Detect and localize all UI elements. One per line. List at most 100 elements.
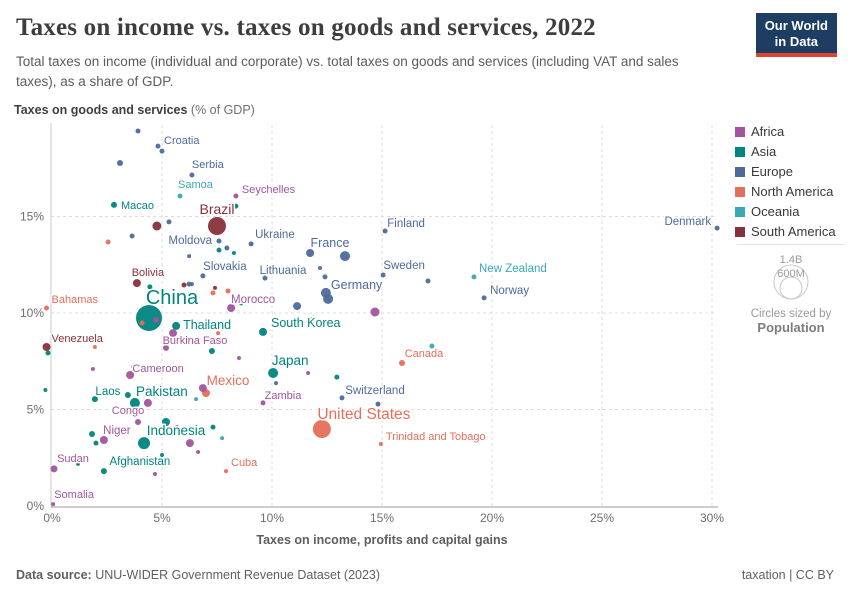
country-label[interactable]: South Korea — [270, 314, 343, 331]
country-label[interactable]: Macao — [120, 198, 156, 213]
legend-item-asia[interactable]: Asia — [735, 144, 836, 159]
country-label[interactable]: Samoa — [177, 178, 216, 193]
data-point-switzerland[interactable] — [339, 395, 345, 401]
data-point-norway[interactable] — [481, 295, 487, 301]
data-point[interactable] — [175, 425, 179, 430]
country-label[interactable]: Japan — [270, 352, 310, 370]
data-point[interactable] — [187, 254, 192, 259]
data-point[interactable] — [274, 381, 278, 386]
data-point-cuba[interactable] — [224, 469, 228, 474]
country-label[interactable]: Pakistan — [135, 382, 190, 400]
legend-item-north-america[interactable]: North America — [735, 184, 836, 199]
country-label[interactable]: China — [144, 286, 200, 311]
country-label[interactable]: Cuba — [230, 456, 260, 471]
country-label[interactable]: New Zealand — [478, 261, 549, 276]
data-point[interactable] — [92, 345, 97, 349]
data-point-moldova[interactable] — [216, 238, 222, 244]
data-point[interactable] — [124, 392, 131, 398]
legend-item-europe[interactable]: Europe — [735, 164, 836, 179]
data-point[interactable] — [210, 424, 216, 430]
country-label[interactable]: Slovakia — [202, 259, 249, 274]
country-label[interactable]: Afghanistan — [108, 455, 172, 470]
data-point-indonesia[interactable] — [138, 437, 150, 450]
data-point[interactable] — [308, 317, 313, 321]
country-label[interactable]: Brazil — [198, 200, 236, 219]
data-point-lithuania[interactable] — [262, 275, 268, 281]
data-point[interactable] — [153, 316, 160, 323]
license-note[interactable]: taxation | CC BY — [741, 568, 834, 582]
country-label[interactable]: Finland — [386, 217, 427, 232]
data-point[interactable] — [194, 397, 199, 402]
owid-logo[interactable]: Our World in Data — [755, 13, 837, 58]
data-point[interactable] — [152, 221, 162, 231]
data-point[interactable] — [163, 391, 168, 396]
data-point[interactable] — [224, 245, 230, 251]
data-point[interactable] — [225, 288, 231, 294]
legend-item-oceania[interactable]: Oceania — [735, 204, 836, 219]
country-label[interactable]: Congo — [110, 404, 145, 419]
country-label[interactable]: Mexico — [205, 372, 251, 390]
data-point-samoa[interactable] — [177, 193, 183, 199]
data-point-macao[interactable] — [111, 201, 117, 208]
country-label[interactable]: Somalia — [53, 488, 97, 503]
data-point[interactable] — [198, 384, 207, 393]
country-label[interactable]: Bahamas — [50, 293, 100, 308]
country-label[interactable]: Germany — [329, 276, 384, 293]
data-point-new-zealand[interactable] — [471, 274, 477, 280]
data-point[interactable] — [429, 343, 435, 349]
data-point[interactable] — [318, 266, 322, 270]
data-point[interactable] — [76, 461, 80, 466]
country-label[interactable]: Lithuania — [258, 264, 308, 279]
legend-item-south-america[interactable]: South America — [735, 224, 836, 239]
data-point[interactable] — [160, 453, 164, 457]
data-point[interactable] — [129, 233, 135, 239]
country-label[interactable]: Burkina Faso — [161, 333, 229, 348]
country-label[interactable]: Sudan — [56, 451, 91, 466]
data-point[interactable] — [220, 436, 225, 441]
data-point[interactable] — [213, 285, 217, 290]
data-point[interactable] — [90, 367, 95, 371]
country-label[interactable]: Ukraine — [254, 227, 297, 242]
data-point[interactable] — [370, 307, 380, 317]
data-point-pakistan[interactable] — [129, 397, 140, 408]
data-point[interactable] — [166, 219, 172, 225]
data-point-south-korea[interactable] — [259, 327, 267, 336]
data-point-japan[interactable] — [268, 368, 279, 378]
data-point[interactable] — [216, 247, 222, 253]
country-label[interactable]: France — [309, 235, 351, 252]
data-point-cameroon[interactable] — [126, 371, 135, 379]
country-label[interactable]: Switzerland — [344, 383, 406, 398]
data-point[interactable] — [159, 148, 165, 154]
country-label[interactable]: Moldova — [167, 234, 214, 249]
data-point-niger[interactable] — [99, 436, 108, 444]
country-label[interactable]: Niger — [102, 424, 133, 439]
data-point-seychelles[interactable] — [233, 193, 239, 199]
data-point-bolivia[interactable] — [132, 279, 141, 288]
data-point[interactable] — [334, 374, 340, 380]
data-point[interactable] — [43, 388, 48, 392]
data-point-bahamas[interactable] — [44, 305, 49, 311]
data-point[interactable] — [143, 398, 152, 407]
country-label[interactable]: Thailand — [182, 316, 233, 333]
data-point[interactable] — [181, 282, 187, 288]
data-point-somalia[interactable] — [51, 502, 56, 507]
data-point[interactable] — [238, 300, 244, 306]
data-point[interactable] — [93, 440, 99, 446]
country-label[interactable]: Sweden — [382, 259, 427, 274]
country-label[interactable]: Trinidad and Tobago — [384, 430, 487, 445]
data-point-brazil[interactable] — [208, 217, 226, 235]
data-source-value[interactable]: UNU-WIDER Government Revenue Dataset (20… — [95, 568, 381, 582]
country-label[interactable]: Denmark — [663, 215, 713, 230]
data-point[interactable] — [89, 431, 95, 437]
data-point-croatia[interactable] — [155, 143, 161, 149]
data-point-congo[interactable] — [135, 419, 141, 425]
country-label[interactable]: Laos — [94, 385, 122, 400]
data-point[interactable] — [139, 320, 145, 326]
data-point[interactable] — [153, 472, 157, 476]
data-point[interactable] — [208, 348, 215, 354]
data-point-afghanistan[interactable] — [100, 468, 107, 475]
data-point[interactable] — [45, 350, 51, 356]
data-point-laos[interactable] — [91, 396, 98, 403]
data-point[interactable] — [306, 371, 311, 375]
data-point-serbia[interactable] — [189, 172, 195, 178]
